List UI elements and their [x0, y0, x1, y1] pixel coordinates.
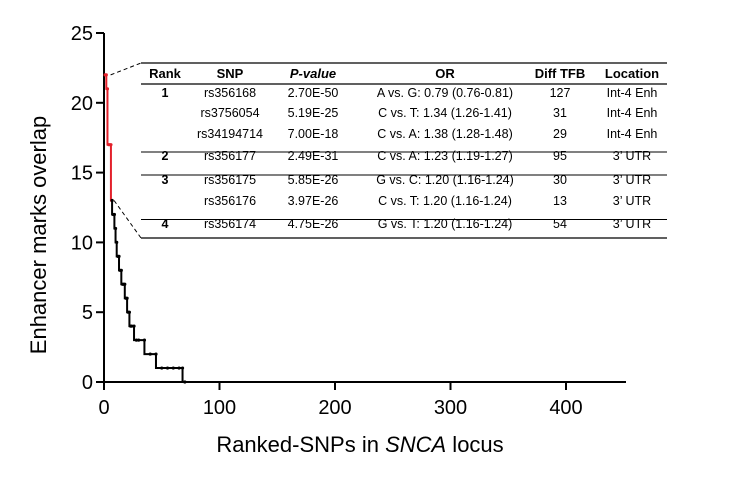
data-point	[171, 366, 175, 370]
table-cell: rs3756054	[200, 106, 259, 120]
y-tick-label: 15	[71, 163, 93, 185]
data-point	[154, 352, 158, 356]
table-header-cell: P-value	[290, 66, 336, 81]
table-header-cell: Location	[605, 66, 659, 81]
table-cell: 13	[553, 194, 567, 208]
table-cell: 54	[553, 217, 567, 231]
table-cell: 4	[162, 217, 169, 231]
table-cell: G vs. T: 1.20 (1.16-1.24)	[378, 217, 513, 231]
data-point	[183, 380, 187, 384]
table-cell: 29	[553, 127, 567, 141]
table-cell: 5.85E-26	[288, 173, 339, 187]
x-tick-label: 400	[549, 397, 582, 419]
table-cell: 1	[162, 86, 169, 100]
data-point	[148, 352, 152, 356]
table-cell: G vs. C: 1.20 (1.16-1.24)	[376, 173, 514, 187]
x-axis-label: Ranked-SNPs in SNCA locus	[216, 432, 503, 457]
series-line-1	[105, 73, 113, 202]
data-point	[127, 310, 132, 314]
data-point	[177, 366, 181, 370]
table-cell: 2.70E-50	[288, 86, 339, 100]
y-tick-label: 25	[71, 23, 93, 45]
data-point	[105, 87, 110, 91]
data-point	[125, 296, 129, 300]
data-point	[117, 254, 121, 258]
connector-bottom	[113, 200, 142, 239]
table-cell: 3.97E-26	[288, 194, 339, 208]
table-cell: rs356174	[204, 217, 256, 231]
data-point	[110, 198, 114, 203]
table-cell: 2	[162, 149, 169, 163]
table-cell: rs356177	[204, 149, 256, 163]
connector-top	[110, 62, 142, 76]
x-tick-label: 100	[203, 397, 236, 419]
data-point	[113, 226, 118, 231]
data-point	[134, 338, 138, 342]
table-cell: 7.00E-18	[288, 127, 339, 141]
table-cell: C vs. A: 1.38 (1.28-1.48)	[377, 127, 513, 141]
y-axis-label: Enhancer marks overlap	[26, 116, 51, 354]
table-cell: 3	[162, 173, 169, 187]
table-cell: 30	[553, 173, 567, 187]
table-header-cell: Diff TFB	[535, 66, 586, 81]
table-cell: Int-4 Enh	[607, 86, 658, 100]
table-cell: 3’ UTR	[613, 173, 651, 187]
table-cell: A vs. G: 0.79 (0.76-0.81)	[377, 86, 513, 100]
table-header-cell: Rank	[149, 66, 182, 81]
table-cell: 31	[553, 106, 567, 120]
axes: 0 5 10 15 20 25 0 100 200 300 400	[71, 23, 626, 419]
data-point	[180, 366, 185, 370]
data-point	[109, 143, 113, 147]
axis-labels: Ranked-SNPs in SNCA locus Enhancer marks…	[26, 116, 504, 457]
x-tick-label: 300	[434, 397, 467, 419]
x-tick-label: 0	[98, 397, 109, 419]
table-cell: C vs. T: 1.34 (1.26-1.41)	[378, 106, 512, 120]
y-tick-label: 0	[82, 372, 93, 394]
series-line-2	[111, 200, 622, 383]
table-cell: C vs. A: 1.23 (1.19-1.27)	[377, 149, 513, 163]
y-tick-label: 20	[71, 93, 93, 115]
table-cell: rs356175	[204, 173, 256, 187]
table-cell: rs356168	[204, 86, 256, 100]
data-point	[115, 240, 119, 244]
data-point	[123, 282, 127, 286]
x-tick-label: 200	[318, 397, 351, 419]
table-cell: 3’ UTR	[613, 194, 651, 208]
table-header-cell: SNP	[217, 66, 244, 81]
y-tick-label: 10	[71, 232, 93, 254]
data-point	[137, 338, 141, 342]
table-cell: rs356176	[204, 194, 256, 208]
data-point	[130, 324, 134, 328]
table-cell: 4.75E-26	[288, 217, 339, 231]
data-point	[112, 212, 116, 217]
inset-table: Rank SNP P-value OR Diff TFB Location 1 rs35616…	[110, 62, 667, 239]
data-point	[165, 366, 170, 370]
table-cell: 2.49E-31	[288, 149, 339, 163]
data-point	[160, 366, 164, 370]
table-cell: 95	[553, 149, 567, 163]
data-point	[104, 73, 108, 77]
data-point	[142, 338, 147, 342]
y-tick-label: 5	[82, 302, 93, 324]
table-cell: rs34194714	[197, 127, 263, 141]
table-header-cell: OR	[435, 66, 455, 81]
table-cell: C vs. T: 1.20 (1.16-1.24)	[378, 194, 512, 208]
table-cell: 3’ UTR	[613, 149, 651, 163]
table-cell: 5.19E-25	[288, 106, 339, 120]
table-cell: 127	[550, 86, 571, 100]
table-cell: Int-4 Enh	[607, 106, 658, 120]
table-cell: Int-4 Enh	[607, 127, 658, 141]
series-layer	[103, 73, 622, 384]
data-point	[132, 324, 136, 328]
data-point	[119, 268, 123, 272]
table-cell: 3’ UTR	[613, 217, 651, 231]
